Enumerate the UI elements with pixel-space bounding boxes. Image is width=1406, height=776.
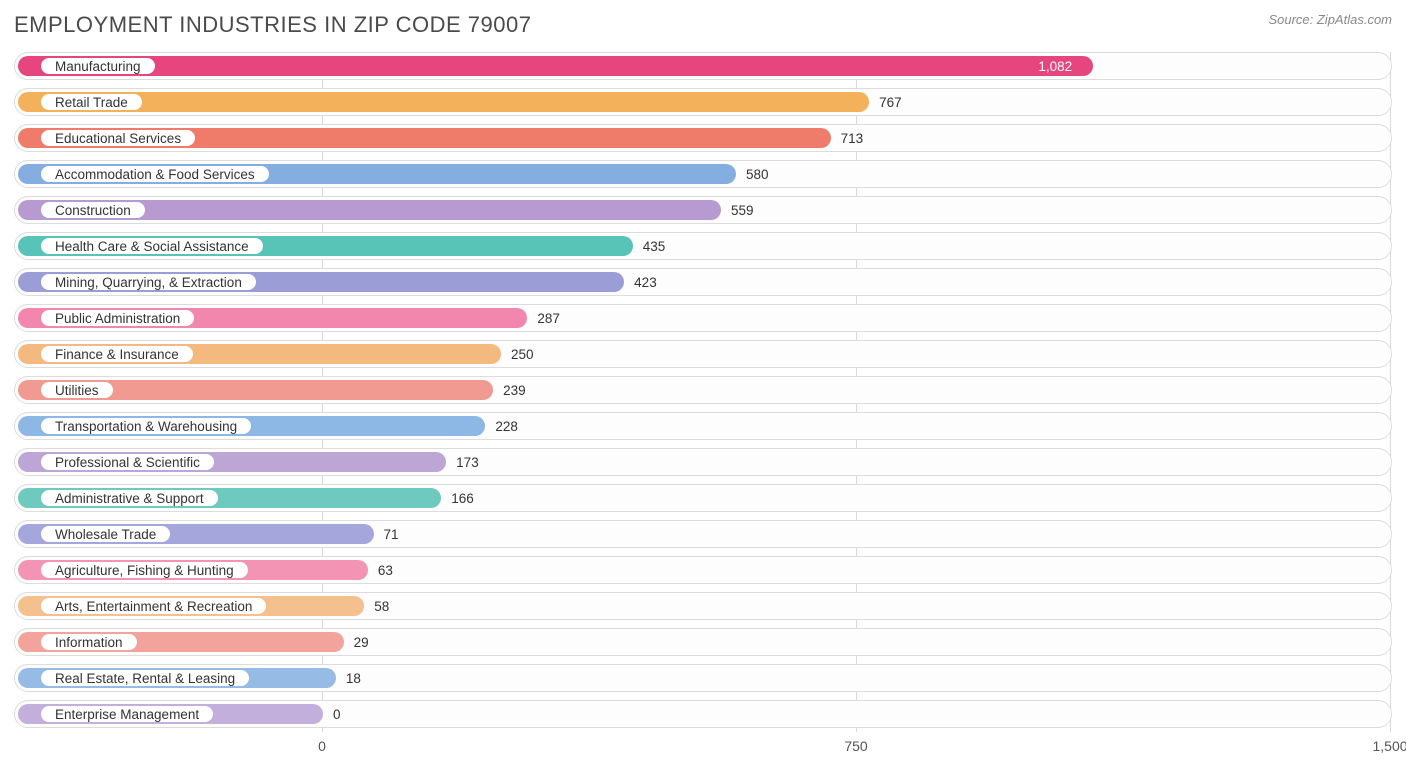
bar-label: Information — [39, 632, 139, 652]
bar-label: Health Care & Social Assistance — [39, 236, 265, 256]
bar-value: 559 — [721, 197, 754, 223]
bar-value: 58 — [364, 593, 389, 619]
chart-area: Manufacturing 1,082 Retail Trade 767 Educati… — [14, 52, 1392, 760]
bar-label: Educational Services — [39, 128, 197, 148]
bar-row: Utilities 239 — [14, 376, 1392, 404]
bar-row: Educational Services 713 — [14, 124, 1392, 152]
bar-value: 767 — [869, 89, 902, 115]
bar-row: Health Care & Social Assistance 435 — [14, 232, 1392, 260]
bar-value: 713 — [831, 125, 864, 151]
bar-row: Manufacturing 1,082 — [14, 52, 1392, 80]
x-axis-label: 750 — [844, 738, 867, 754]
bar-value: 63 — [368, 557, 393, 583]
chart-header: EMPLOYMENT INDUSTRIES IN ZIP CODE 79007 … — [14, 12, 1392, 38]
bar-value: 0 — [323, 701, 341, 727]
bar-row: Retail Trade 767 — [14, 88, 1392, 116]
bar-row: Arts, Entertainment & Recreation 58 — [14, 592, 1392, 620]
bar-label: Utilities — [39, 380, 115, 400]
bar-value: 239 — [493, 377, 526, 403]
bar-value: 435 — [633, 233, 666, 259]
bar-label: Arts, Entertainment & Recreation — [39, 596, 268, 616]
x-axis: 07501,500 — [14, 736, 1392, 760]
bar-label: Accommodation & Food Services — [39, 164, 271, 184]
bar-row: Finance & Insurance 250 — [14, 340, 1392, 368]
bar-value: 287 — [527, 305, 560, 331]
bar-label: Administrative & Support — [39, 488, 220, 508]
bar-label: Transportation & Warehousing — [39, 416, 253, 436]
bar-fill — [18, 56, 1093, 76]
bar-row: Real Estate, Rental & Leasing 18 — [14, 664, 1392, 692]
bar-row: Accommodation & Food Services 580 — [14, 160, 1392, 188]
bar-value: 423 — [624, 269, 657, 295]
chart-title: EMPLOYMENT INDUSTRIES IN ZIP CODE 79007 — [14, 12, 532, 38]
bar-label: Real Estate, Rental & Leasing — [39, 668, 251, 688]
bar-label: Agriculture, Fishing & Hunting — [39, 560, 250, 580]
bar-value: 1,082 — [1038, 53, 1379, 79]
bar-label: Construction — [39, 200, 147, 220]
bar-label: Mining, Quarrying, & Extraction — [39, 272, 258, 292]
bar-label: Wholesale Trade — [39, 524, 172, 544]
bar-label: Retail Trade — [39, 92, 144, 112]
bar-row: Wholesale Trade 71 — [14, 520, 1392, 548]
bar-label: Enterprise Management — [39, 704, 215, 724]
bar-row: Professional & Scientific 173 — [14, 448, 1392, 476]
bar-label: Finance & Insurance — [39, 344, 195, 364]
bar-row: Agriculture, Fishing & Hunting 63 — [14, 556, 1392, 584]
bar-value: 18 — [336, 665, 361, 691]
bar-value: 166 — [441, 485, 474, 511]
bar-row: Construction 559 — [14, 196, 1392, 224]
bar-value: 580 — [736, 161, 769, 187]
bar-value: 29 — [344, 629, 369, 655]
bar-label: Professional & Scientific — [39, 452, 216, 472]
bar-value: 173 — [446, 449, 479, 475]
bar-label: Public Administration — [39, 308, 196, 328]
bar-value: 71 — [374, 521, 399, 547]
bar-row: Enterprise Management 0 — [14, 700, 1392, 728]
chart-rows: Manufacturing 1,082 Retail Trade 767 Educati… — [14, 52, 1392, 728]
bar-value: 250 — [501, 341, 534, 367]
chart-source: Source: ZipAtlas.com — [1268, 12, 1392, 27]
x-axis-label: 1,500 — [1372, 738, 1406, 754]
bar-fill — [18, 92, 869, 112]
bar-label: Manufacturing — [39, 56, 157, 76]
bar-row: Transportation & Warehousing 228 — [14, 412, 1392, 440]
x-axis-label: 0 — [318, 738, 326, 754]
bar-row: Public Administration 287 — [14, 304, 1392, 332]
bar-row: Administrative & Support 166 — [14, 484, 1392, 512]
bar-row: Mining, Quarrying, & Extraction 423 — [14, 268, 1392, 296]
bar-value: 228 — [485, 413, 518, 439]
bar-row: Information 29 — [14, 628, 1392, 656]
